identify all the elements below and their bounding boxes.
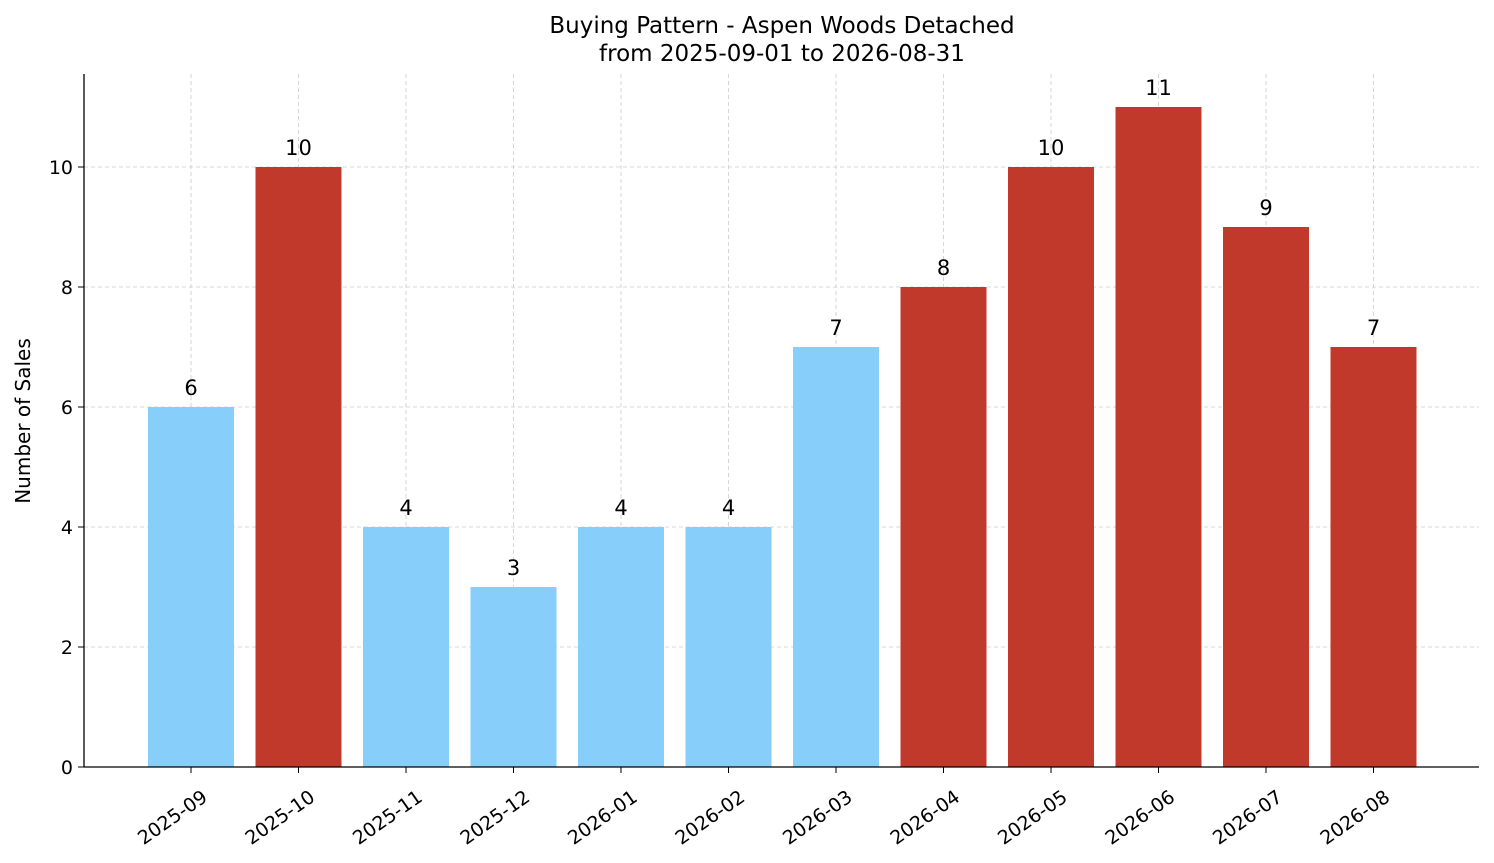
x-tick-label: 2025-12 xyxy=(456,786,534,850)
bar xyxy=(1330,347,1417,767)
y-tick-label: 0 xyxy=(61,757,73,779)
x-tick-label: 2025-09 xyxy=(134,786,212,850)
x-tick-label: 2026-01 xyxy=(564,786,642,850)
y-axis-title: Number of Sales xyxy=(11,338,35,504)
bar-value-label: 6 xyxy=(184,376,197,400)
bar xyxy=(1008,167,1094,767)
chart-title: Buying Pattern - Aspen Woods Detached xyxy=(549,13,1014,39)
x-tick-label: 2026-03 xyxy=(779,786,857,850)
bar-value-label: 4 xyxy=(399,496,412,520)
bar xyxy=(685,527,772,767)
bar-value-label: 4 xyxy=(614,496,627,520)
bar-value-label: 11 xyxy=(1145,76,1172,100)
bar xyxy=(1223,227,1309,767)
y-tick-label: 2 xyxy=(61,637,73,659)
y-tick-label: 4 xyxy=(61,517,73,539)
x-tick-label: 2026-08 xyxy=(1316,786,1394,850)
bar xyxy=(578,527,664,767)
bar-value-label: 4 xyxy=(722,496,735,520)
x-tick-label: 2026-02 xyxy=(671,786,749,850)
bar-value-label: 10 xyxy=(1038,136,1065,160)
bar xyxy=(793,347,879,767)
y-tick-label: 10 xyxy=(49,157,73,179)
y-tick-label: 6 xyxy=(61,397,73,419)
bar xyxy=(1115,107,1202,767)
bar-value-label: 7 xyxy=(829,316,842,340)
bar xyxy=(470,587,557,767)
bar xyxy=(255,167,342,767)
x-tick-label: 2025-11 xyxy=(349,786,427,850)
x-tick-label: 2025-10 xyxy=(241,786,319,850)
chart-subtitle: from 2025-09-01 to 2026-08-31 xyxy=(599,41,965,67)
bar xyxy=(900,287,987,767)
x-tick-label: 2026-07 xyxy=(1209,786,1287,850)
x-tick-label: 2026-06 xyxy=(1101,786,1179,850)
bars xyxy=(148,107,1417,767)
x-tick-label: 2026-05 xyxy=(994,786,1072,850)
bar xyxy=(148,407,234,767)
data-labels: 6 10 4 3 4 4 7 8 10 11 9 7 xyxy=(184,76,1380,580)
bar-value-label: 7 xyxy=(1367,316,1380,340)
y-tick-label: 8 xyxy=(61,277,73,299)
bar-value-label: 10 xyxy=(285,136,312,160)
x-tick-label: 2026-04 xyxy=(886,786,964,850)
bar-value-label: 3 xyxy=(507,556,520,580)
bar-value-label: 9 xyxy=(1259,196,1272,220)
bar-value-label: 8 xyxy=(937,256,950,280)
axes xyxy=(83,74,1479,768)
bar xyxy=(363,527,449,767)
